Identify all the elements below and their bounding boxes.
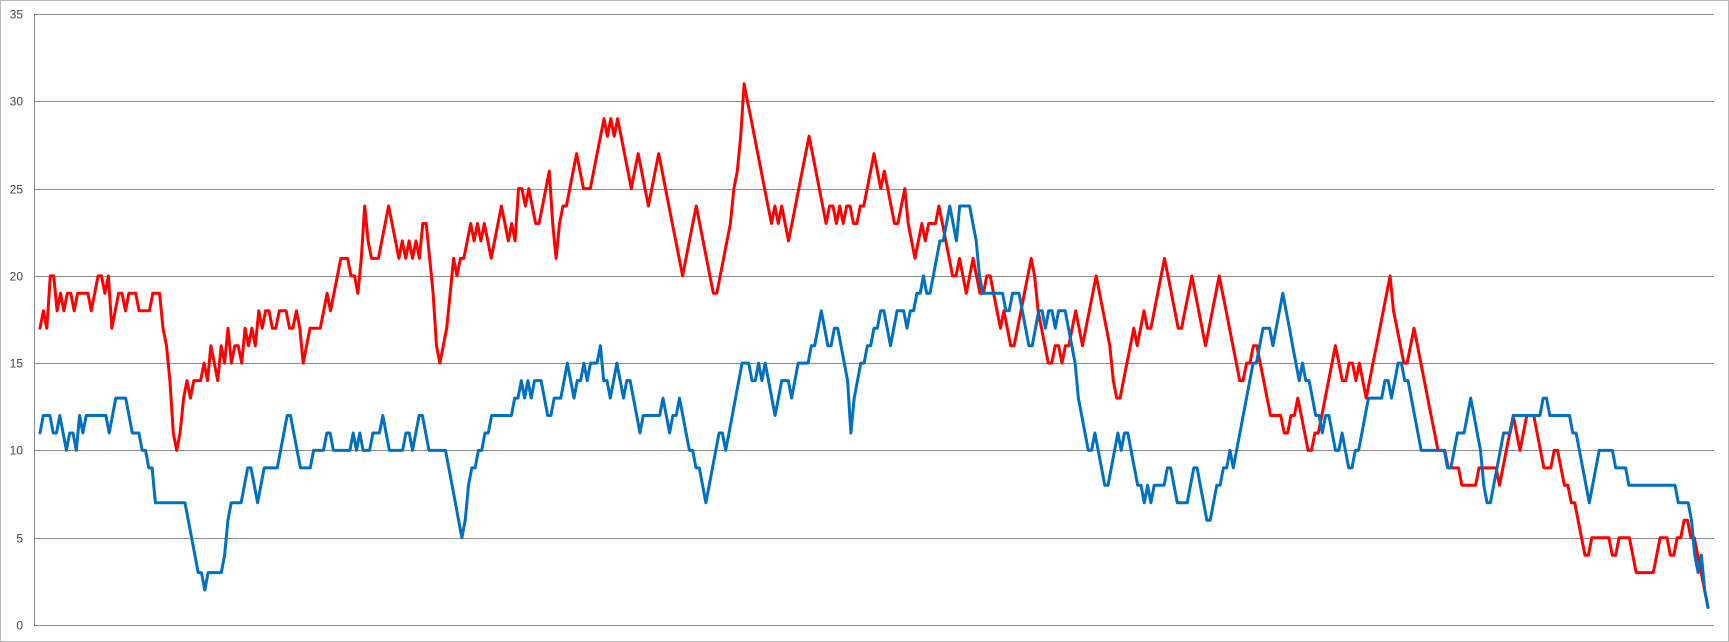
y-tick-label: 0 <box>16 619 23 633</box>
series-line-0 <box>38 82 1710 609</box>
y-tick-label: 5 <box>16 532 23 546</box>
y-tick-label: 10 <box>10 444 24 458</box>
y-tick-label: 30 <box>10 95 24 109</box>
gridlines <box>34 14 1714 539</box>
series-line-1 <box>38 204 1710 609</box>
series-lines <box>38 82 1710 609</box>
y-tick-label: 25 <box>10 183 24 197</box>
y-tick-label: 15 <box>10 357 24 371</box>
y-tick-label: 20 <box>10 270 24 284</box>
y-axis-tick-labels: 0 5 10 15 20 25 30 35 <box>10 8 24 633</box>
y-tick-label: 35 <box>10 8 24 22</box>
